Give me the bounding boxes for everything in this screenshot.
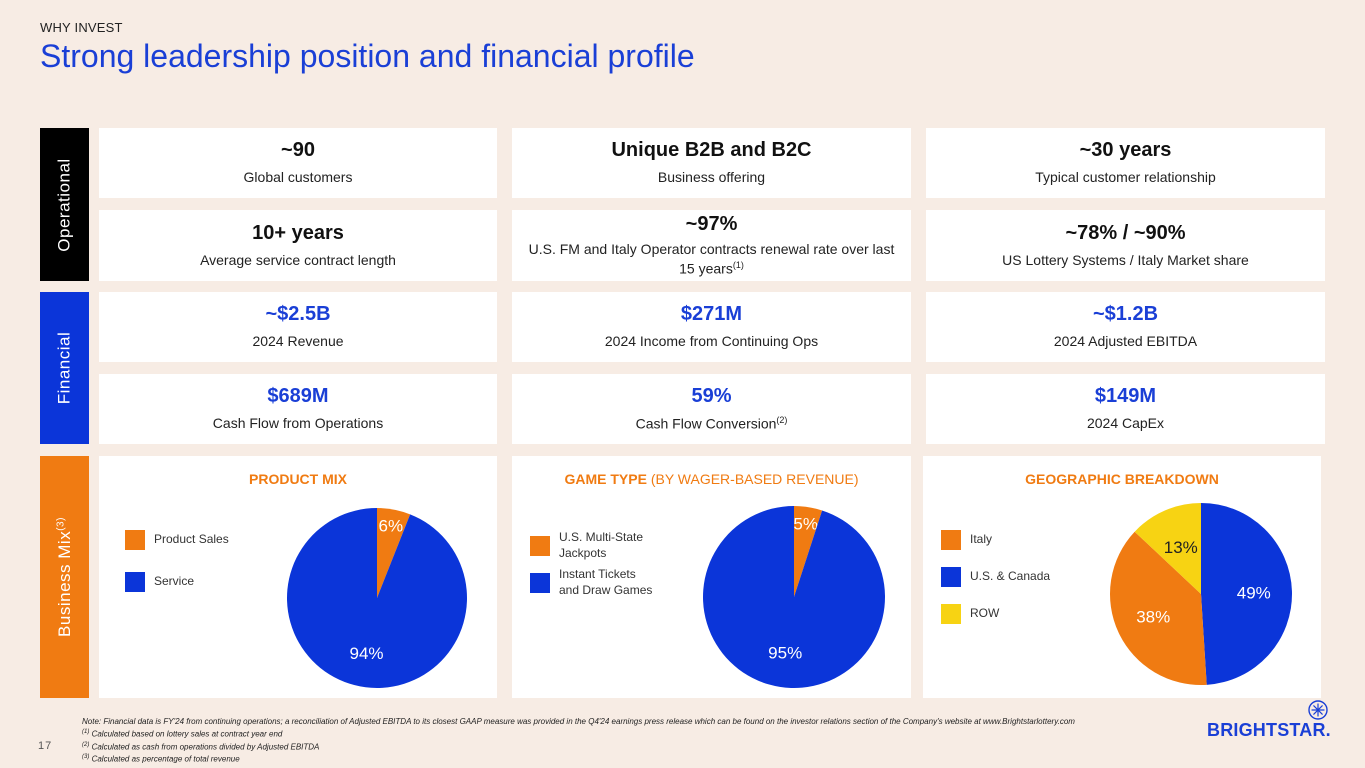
geographic-card: GEOGRAPHIC BREAKDOWN Italy U.S. & Canada… <box>923 456 1321 698</box>
stat-card: 10+ years Average service contract lengt… <box>99 210 497 281</box>
stat-value: Unique B2B and B2C <box>611 139 812 162</box>
page-title: Strong leadership position and financial… <box>40 38 695 74</box>
geographic-pie-chart: 49% 38% 13% <box>1110 503 1292 685</box>
product-mix-pie-chart: 6% 94% <box>286 508 467 688</box>
legend-item: ROW <box>941 604 999 624</box>
stat-value: 10+ years <box>252 221 344 244</box>
legend-swatch <box>125 530 145 550</box>
stat-value: ~30 years <box>1079 139 1172 162</box>
legend-label: U.S. & Canada <box>970 569 1051 584</box>
stat-card: 59% Cash Flow Conversion(2) <box>512 374 911 444</box>
legend-label: Product Sales <box>154 532 229 547</box>
section-label-business-mix: Business Mix(3) <box>40 456 89 698</box>
legend-item: Product Sales <box>125 530 229 550</box>
pie-slice-label: 49% <box>1237 583 1271 602</box>
pie-slice-label: 6% <box>379 517 404 536</box>
stat-value: ~97% <box>685 212 738 235</box>
stat-card: ~97% U.S. FM and Italy Operator contract… <box>512 210 911 281</box>
section-label-financial: Financial <box>40 292 89 444</box>
stat-value: ~78% / ~90% <box>1065 221 1186 244</box>
legend-item: Italy <box>941 530 992 550</box>
legend-swatch <box>941 530 961 550</box>
footnotes: Note: Financial data is FY'24 from conti… <box>82 716 1075 765</box>
legend-label: Service <box>154 574 195 589</box>
legend-label: Italy <box>970 532 993 547</box>
pie-slice <box>703 506 885 688</box>
footnote-1: (1) Calculated based on lottery sales at… <box>82 729 283 739</box>
pie-slice <box>286 508 467 688</box>
legend-item: U.S. Multi-State Jackpots <box>530 530 659 561</box>
footnote-3: (3) Calculated as percentage of total re… <box>82 754 240 764</box>
game-type-pie-chart: 5% 95% <box>703 506 885 688</box>
legend-swatch <box>530 535 550 556</box>
pie-slice-label: 13% <box>1164 538 1198 557</box>
stat-value: $149M <box>1094 385 1157 408</box>
footnote-2: (2) Calculated as cash from operations d… <box>82 741 320 752</box>
pie-slice-label: 95% <box>768 644 802 663</box>
legend-item: Service <box>125 572 194 592</box>
eyebrow: WHY INVEST <box>40 20 123 35</box>
pie-slice-label: 5% <box>793 514 818 533</box>
stat-label: Global customers <box>243 169 353 186</box>
legend-label: ROW <box>970 606 1000 621</box>
stat-card: $689M Cash Flow from Operations <box>99 374 497 444</box>
stat-label: Cash Flow Conversion(2) <box>635 414 788 432</box>
legend-label: U.S. Multi-State Jackpots <box>559 530 644 560</box>
product-mix-title: PRODUCT MIX <box>249 471 347 487</box>
legend-swatch <box>530 572 550 593</box>
pie-slice <box>1110 531 1207 685</box>
stat-label: Business offering <box>657 169 766 186</box>
star-burst-icon <box>1308 700 1328 720</box>
stat-card: ~$2.5B 2024 Revenue <box>99 292 497 362</box>
stat-label: 2024 Revenue <box>252 333 344 350</box>
stat-card: ~30 years Typical customer relationship <box>926 128 1325 198</box>
stat-label: US Lottery Systems / Italy Market share <box>1002 251 1249 268</box>
legend-swatch <box>941 567 961 587</box>
logo-text: BRIGHTSTAR. <box>1207 720 1331 740</box>
legend-item: U.S. & Canada <box>941 567 1050 587</box>
footnote-note: Note: Financial data is FY'24 from conti… <box>82 717 1075 726</box>
stat-card: ~90 Global customers <box>99 128 497 198</box>
stat-label: 2024 CapEx <box>1086 415 1165 432</box>
pie-slice <box>794 506 823 597</box>
stat-value: ~90 <box>281 139 315 162</box>
stat-card: ~78% / ~90% US Lottery Systems / Italy M… <box>926 210 1325 281</box>
stat-card: $149M 2024 CapEx <box>926 374 1325 444</box>
stat-card: ~$1.2B 2024 Adjusted EBITDA <box>926 292 1325 362</box>
pie-slice-label: 38% <box>1136 607 1170 626</box>
stat-label: Typical customer relationship <box>1035 169 1216 186</box>
stat-card: Unique B2B and B2C Business offering <box>512 128 911 198</box>
stat-label: Cash Flow from Operations <box>212 415 384 432</box>
game-type-card: GAME TYPE (BY WAGER-BASED REVENUE) U.S. … <box>512 456 911 698</box>
pie-slice <box>377 508 411 598</box>
legend-swatch <box>941 604 961 624</box>
stat-card: $271M 2024 Income from Continuing Ops <box>512 292 911 362</box>
stat-value: $689M <box>267 385 329 408</box>
pie-slice <box>1134 503 1201 594</box>
pie-slice-label: 94% <box>350 644 384 663</box>
stat-value: ~$2.5B <box>265 303 331 326</box>
legend-label: Instant Tickets and Draw Games <box>559 567 653 597</box>
stat-label: Average service contract length <box>200 251 396 268</box>
geographic-title: GEOGRAPHIC BREAKDOWN <box>1025 471 1219 487</box>
game-type-title: GAME TYPE (BY WAGER-BASED REVENUE) <box>564 471 859 487</box>
product-mix-card: PRODUCT MIX Product Sales Service 6% 94% <box>99 456 497 698</box>
stat-label: U.S. FM and Italy Operator contracts ren… <box>528 240 895 277</box>
legend-swatch <box>125 572 145 592</box>
stat-value: ~$1.2B <box>1092 303 1159 326</box>
section-label-operational: Operational <box>40 128 89 281</box>
stat-label: 2024 Income from Continuing Ops <box>604 333 819 350</box>
stat-value: 59% <box>691 384 732 407</box>
page-number: 17 <box>38 740 53 752</box>
legend-item: Instant Tickets and Draw Games <box>530 567 659 598</box>
brightstar-logo: BRIGHTSTAR. <box>1207 700 1332 744</box>
pie-slice <box>1201 503 1292 685</box>
stat-label: 2024 Adjusted EBITDA <box>1053 333 1198 350</box>
stat-value: $271M <box>680 303 743 326</box>
